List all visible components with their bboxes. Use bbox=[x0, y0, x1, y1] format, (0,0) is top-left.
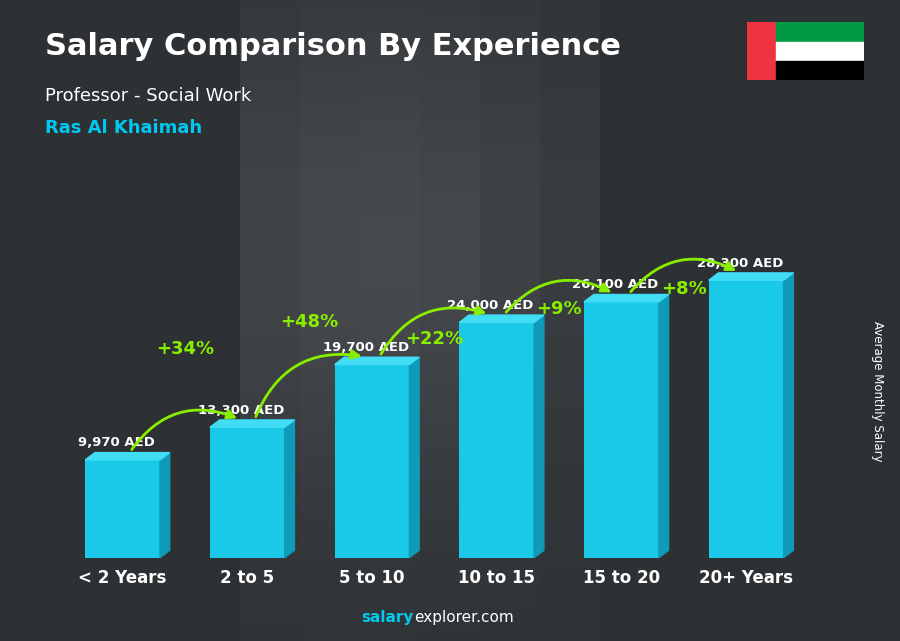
Text: +22%: +22% bbox=[405, 329, 464, 347]
Text: explorer.com: explorer.com bbox=[414, 610, 514, 625]
Bar bbox=[776, 42, 864, 61]
Polygon shape bbox=[659, 294, 669, 558]
Text: 13,300 AED: 13,300 AED bbox=[198, 404, 284, 417]
Text: salary: salary bbox=[362, 610, 414, 625]
Polygon shape bbox=[459, 315, 544, 322]
Polygon shape bbox=[410, 357, 419, 558]
Polygon shape bbox=[335, 357, 419, 365]
Polygon shape bbox=[584, 294, 669, 302]
Text: +8%: +8% bbox=[661, 279, 707, 297]
Polygon shape bbox=[160, 453, 170, 558]
Bar bbox=[584, 302, 659, 558]
Polygon shape bbox=[284, 420, 294, 558]
Bar bbox=[210, 428, 284, 558]
Bar bbox=[747, 22, 776, 80]
Text: Salary Comparison By Experience: Salary Comparison By Experience bbox=[45, 32, 621, 61]
Polygon shape bbox=[784, 273, 793, 558]
Bar bbox=[86, 460, 160, 558]
Polygon shape bbox=[709, 273, 793, 280]
Text: 9,970 AED: 9,970 AED bbox=[78, 437, 155, 449]
Text: 28,300 AED: 28,300 AED bbox=[697, 256, 783, 270]
Bar bbox=[776, 61, 864, 80]
Text: +48%: +48% bbox=[281, 313, 338, 331]
Text: +34%: +34% bbox=[156, 340, 214, 358]
Text: 26,100 AED: 26,100 AED bbox=[572, 278, 659, 291]
Bar bbox=[776, 22, 864, 42]
Polygon shape bbox=[210, 420, 294, 428]
Text: 19,700 AED: 19,700 AED bbox=[323, 341, 409, 354]
Text: 24,000 AED: 24,000 AED bbox=[447, 299, 534, 312]
Bar bbox=[709, 280, 784, 558]
Text: Ras Al Khaimah: Ras Al Khaimah bbox=[45, 119, 202, 137]
Bar bbox=[459, 322, 535, 558]
Text: Professor - Social Work: Professor - Social Work bbox=[45, 87, 251, 104]
Polygon shape bbox=[86, 453, 170, 460]
Text: +9%: +9% bbox=[536, 300, 582, 318]
Polygon shape bbox=[535, 315, 544, 558]
Bar bbox=[335, 365, 410, 558]
Text: Average Monthly Salary: Average Monthly Salary bbox=[871, 320, 884, 462]
